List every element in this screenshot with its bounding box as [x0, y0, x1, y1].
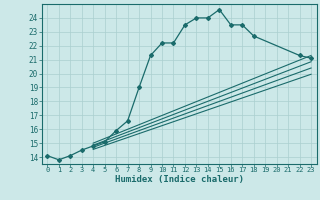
X-axis label: Humidex (Indice chaleur): Humidex (Indice chaleur) [115, 175, 244, 184]
